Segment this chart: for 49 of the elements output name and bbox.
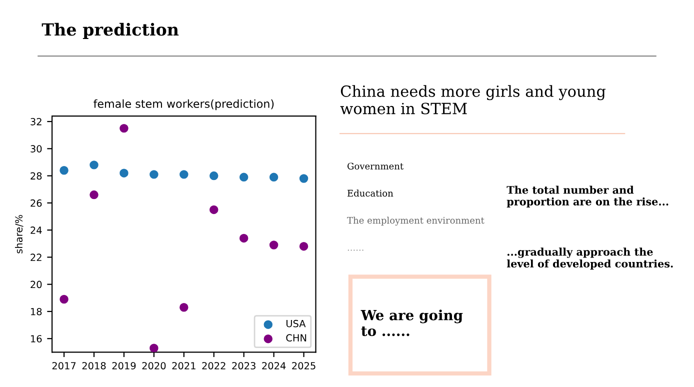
text: The total number and proportion are on the rise... [506, 186, 668, 208]
point [269, 172, 278, 182]
point [299, 174, 308, 183]
y-tick-label: 24 [30, 226, 42, 234]
x-tick-label: 2020 [142, 362, 166, 370]
point [150, 170, 158, 179]
y-axis-title: share/% [14, 214, 24, 254]
point [180, 170, 188, 179]
point [60, 166, 68, 175]
point [239, 234, 248, 243]
point [120, 124, 128, 133]
y-tick-label: 20 [30, 280, 42, 288]
x-tick-label: 2023 [232, 362, 256, 370]
point [210, 171, 218, 180]
point [150, 344, 158, 352]
x-tick-label: 2022 [202, 362, 226, 370]
text: The prediction [42, 22, 179, 40]
legend-label: USA [286, 320, 306, 328]
point [299, 242, 308, 251]
x-tick-label: 2025 [292, 362, 316, 370]
point [90, 160, 98, 170]
text: ...... [348, 250, 364, 251]
text: ...gradually approach the level of developed countries. [506, 248, 673, 270]
y-tick-label: 18 [31, 308, 42, 316]
text: The employment environment [347, 216, 484, 226]
x-tick-label: 2017 [52, 362, 76, 370]
point [180, 303, 188, 312]
y-tick-label: 28 [30, 172, 42, 180]
x-tick-label: 2024 [262, 362, 286, 370]
text: Government [348, 162, 404, 170]
point [269, 240, 278, 250]
point [239, 172, 248, 182]
y-tick-label: 30 [30, 145, 42, 152]
point [210, 205, 218, 214]
y-tick-label: 22 [30, 254, 42, 261]
x-tick-label: 2021 [172, 362, 196, 370]
x-tick-label: 2019 [112, 362, 136, 370]
point [120, 168, 128, 178]
text: China needs more girls and young women in STEM [340, 85, 606, 114]
legend-label: CHN [286, 334, 306, 342]
point [60, 294, 68, 304]
y-tick-label: 16 [31, 335, 42, 342]
x-tick-label: 2018 [82, 362, 106, 370]
point [90, 190, 98, 200]
y-tick-label: 32 [30, 118, 42, 126]
text: Education [348, 190, 394, 197]
text: We are going to ...... [360, 310, 463, 336]
chart-title: female stem workers(prediction) [94, 99, 274, 110]
y-tick-label: 26 [30, 199, 42, 207]
